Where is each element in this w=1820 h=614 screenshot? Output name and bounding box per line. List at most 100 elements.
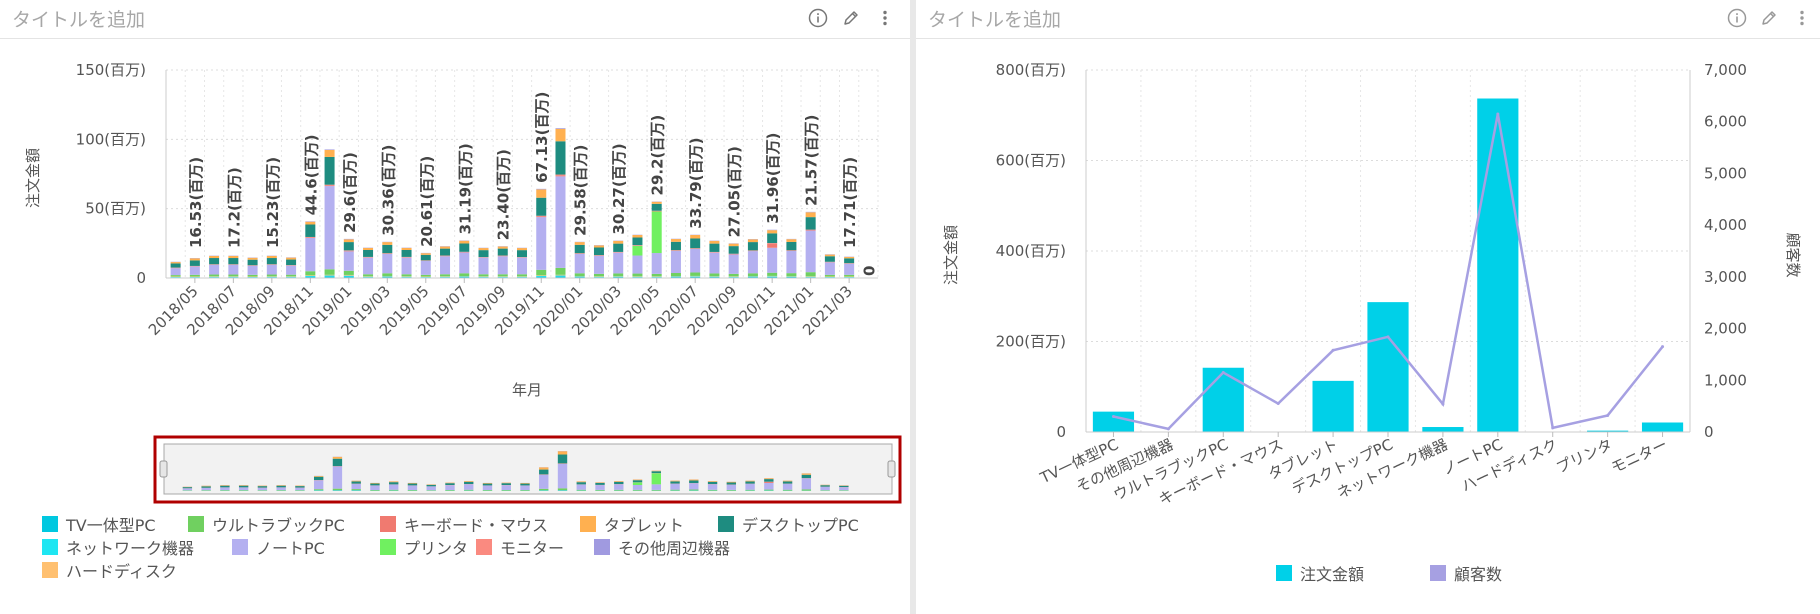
- bar-segment[interactable]: [709, 252, 720, 274]
- bar-segment[interactable]: [363, 249, 374, 257]
- legend-item[interactable]: キーボード・マウス: [380, 512, 548, 536]
- range-navigator[interactable]: [153, 435, 902, 504]
- bar-segment[interactable]: [536, 217, 547, 270]
- bar-segment[interactable]: [247, 257, 258, 260]
- bar-segment[interactable]: [189, 258, 200, 261]
- bar-segment[interactable]: [305, 276, 316, 278]
- bar-segment[interactable]: [747, 276, 758, 278]
- bar-segment[interactable]: [555, 267, 566, 275]
- legend-item[interactable]: ハードディスク: [42, 558, 177, 582]
- bar-segment[interactable]: [690, 276, 701, 277]
- line-point[interactable]: [1221, 371, 1225, 375]
- bar-segment[interactable]: [651, 273, 662, 277]
- legend-item[interactable]: ウルトラブックPC: [188, 512, 345, 536]
- bar-segment[interactable]: [266, 258, 277, 265]
- bars[interactable]: [170, 128, 855, 278]
- bar[interactable]: [1092, 411, 1135, 432]
- bar-segment[interactable]: [497, 248, 508, 256]
- bar-segment[interactable]: [324, 274, 335, 276]
- bar-segment[interactable]: [363, 247, 374, 250]
- bar-segment[interactable]: [382, 244, 393, 254]
- bar-segment[interactable]: [786, 250, 797, 274]
- bar-segment[interactable]: [516, 248, 528, 251]
- bar-segment[interactable]: [324, 269, 335, 275]
- bar-segment[interactable]: [401, 247, 412, 250]
- bar-segment[interactable]: [593, 245, 604, 248]
- bar-segment[interactable]: [728, 243, 739, 247]
- bar-segment[interactable]: [613, 273, 624, 277]
- line-point[interactable]: [1111, 414, 1115, 418]
- bar-segment[interactable]: [343, 251, 354, 271]
- legend-item[interactable]: モニター: [476, 535, 564, 559]
- bar-segment[interactable]: [555, 128, 566, 129]
- bar-segment[interactable]: [767, 276, 778, 277]
- bar-segment[interactable]: [805, 217, 816, 230]
- bar-segment[interactable]: [690, 248, 701, 273]
- bar-segment[interactable]: [574, 253, 585, 274]
- bar-segment[interactable]: [709, 243, 720, 252]
- legend-item[interactable]: 注文金額: [1276, 561, 1364, 585]
- bar-segment[interactable]: [786, 239, 797, 242]
- legend-item[interactable]: プリンタ: [380, 535, 468, 559]
- bar-segment[interactable]: [670, 239, 681, 242]
- bar-segment[interactable]: [363, 274, 374, 277]
- bar-segment[interactable]: [401, 249, 412, 257]
- bar-segment[interactable]: [574, 276, 585, 278]
- bar-segment[interactable]: [209, 258, 220, 265]
- bar-segment[interactable]: [343, 274, 354, 276]
- bar-segment[interactable]: [228, 274, 239, 277]
- bar-segment[interactable]: [305, 221, 316, 225]
- bar-segment[interactable]: [266, 274, 277, 277]
- bar-segment[interactable]: [844, 256, 855, 259]
- bar-segment[interactable]: [651, 253, 662, 274]
- bar-segment[interactable]: [767, 243, 778, 244]
- bar-segment[interactable]: [286, 257, 297, 260]
- bar-segment[interactable]: [536, 215, 547, 217]
- bar-segment[interactable]: [189, 260, 200, 266]
- bar-segment[interactable]: [343, 275, 354, 277]
- bar-segment[interactable]: [420, 260, 431, 275]
- bar-segment[interactable]: [228, 255, 239, 259]
- bar-segment[interactable]: [170, 262, 181, 264]
- bar-segment[interactable]: [536, 269, 547, 276]
- bar-segment[interactable]: [209, 255, 220, 259]
- bar-segment[interactable]: [228, 258, 239, 265]
- bar-segment[interactable]: [555, 128, 566, 142]
- bar-segment[interactable]: [824, 256, 835, 262]
- bar-segment[interactable]: [593, 273, 604, 277]
- bar-segment[interactable]: [767, 233, 778, 244]
- bar-segment[interactable]: [228, 264, 239, 275]
- bar-segment[interactable]: [747, 239, 758, 243]
- bar-segment[interactable]: [343, 270, 354, 275]
- line-point[interactable]: [1496, 112, 1500, 116]
- bar-segment[interactable]: [247, 265, 258, 275]
- bar-segment[interactable]: [497, 256, 508, 275]
- bar-segment[interactable]: [536, 188, 547, 190]
- bar-segment[interactable]: [170, 275, 181, 277]
- bar-segment[interactable]: [382, 273, 393, 277]
- bar-segment[interactable]: [324, 186, 335, 270]
- bar[interactable]: [1641, 422, 1684, 432]
- bar-segment[interactable]: [170, 263, 181, 268]
- bar-segment[interactable]: [324, 184, 335, 186]
- bar-segment[interactable]: [324, 185, 335, 187]
- bar-segment[interactable]: [478, 274, 489, 277]
- bar-segment[interactable]: [516, 257, 528, 275]
- bar-segment[interactable]: [786, 241, 797, 251]
- bar-segment[interactable]: [266, 264, 277, 275]
- bar-segment[interactable]: [574, 244, 585, 254]
- bar-segment[interactable]: [266, 255, 277, 259]
- bar-segment[interactable]: [632, 237, 643, 246]
- bar-segment[interactable]: [343, 276, 354, 278]
- bar-segment[interactable]: [767, 276, 778, 278]
- bar-segment[interactable]: [805, 272, 816, 277]
- bar-segment[interactable]: [690, 238, 701, 249]
- pencil-icon[interactable]: [841, 8, 861, 28]
- bar-segment[interactable]: [459, 243, 470, 252]
- bar[interactable]: [1312, 380, 1354, 432]
- bar-segment[interactable]: [555, 141, 566, 175]
- bar-segment[interactable]: [805, 230, 816, 231]
- bar-segment[interactable]: [555, 275, 566, 277]
- bar-segment[interactable]: [459, 252, 470, 274]
- bar-segment[interactable]: [478, 250, 489, 258]
